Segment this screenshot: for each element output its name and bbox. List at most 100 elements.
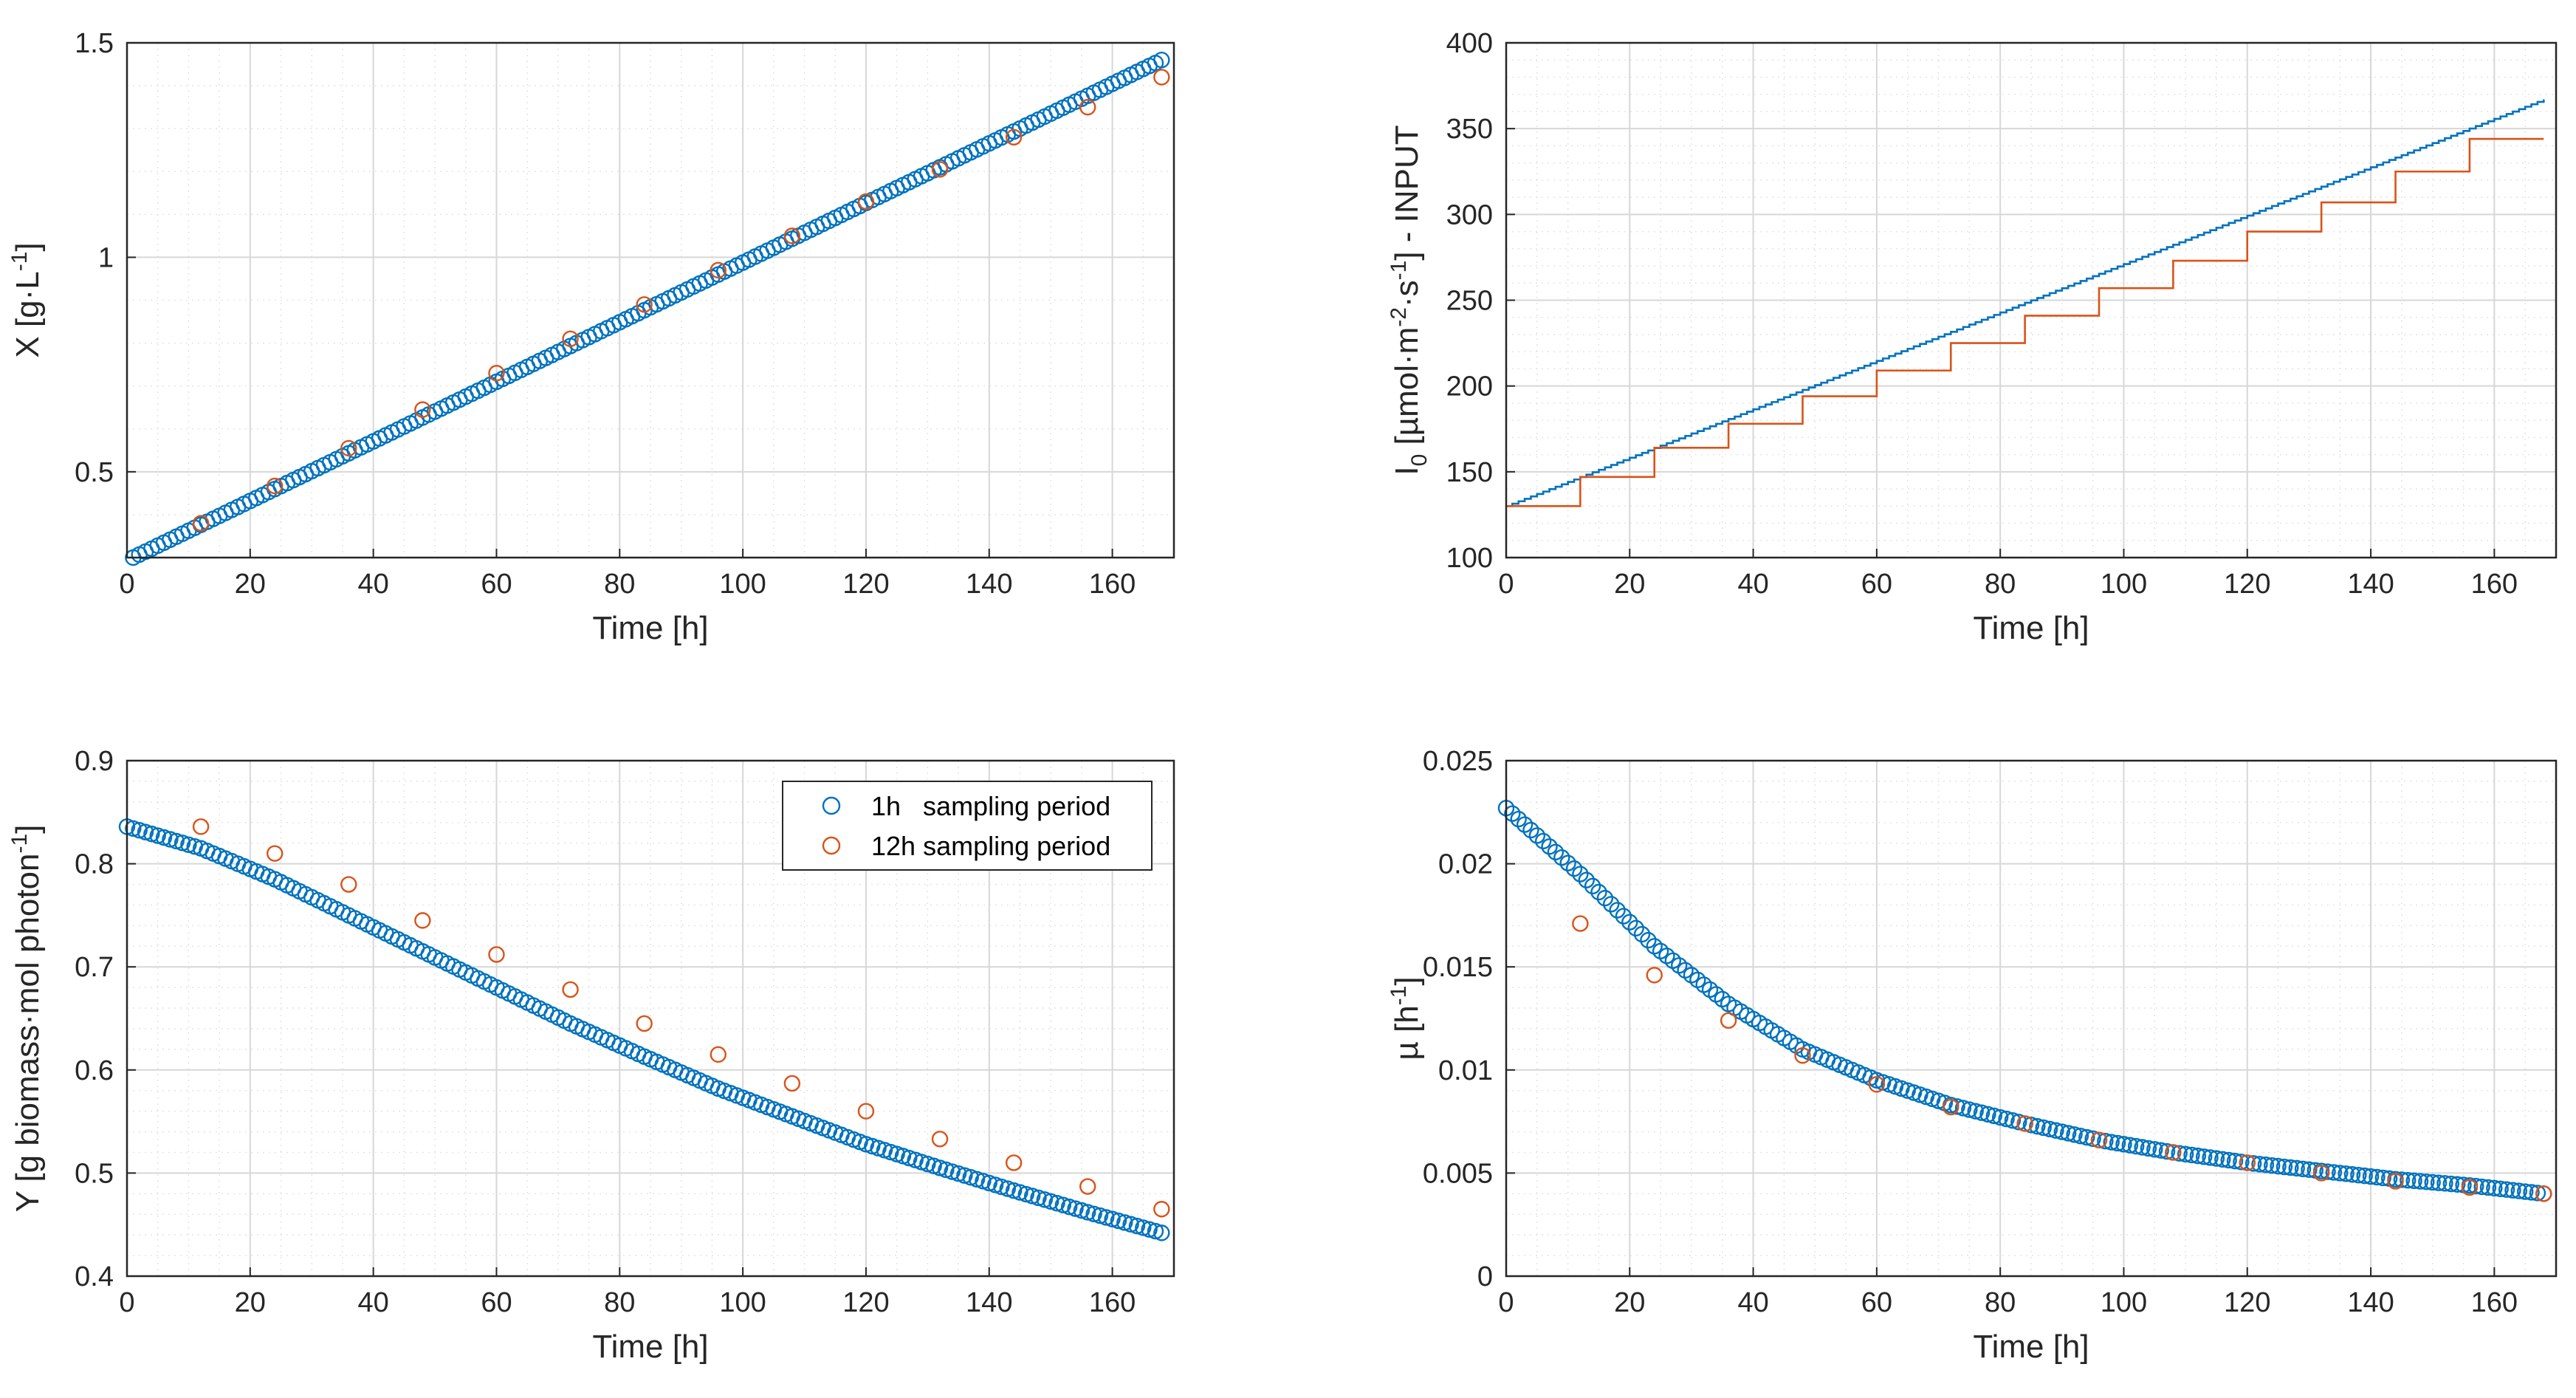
data-point-12h [1943, 1098, 1960, 1116]
data-point-1h [1153, 52, 1170, 69]
data-point-1h [1023, 1188, 1041, 1205]
data-point-1h [2436, 1175, 2453, 1192]
data-point-1h [2244, 1155, 2262, 1172]
x-tick-label: 140 [2347, 1287, 2394, 1318]
x-tick-label: 80 [604, 569, 635, 600]
legend-entry-12h: 12h sampling period [871, 831, 1110, 861]
data-point-1h [2226, 1152, 2244, 1170]
data-point-1h [2486, 1179, 2503, 1197]
x-tick-label: 0 [1498, 1287, 1514, 1318]
data-point-1h [2319, 1163, 2336, 1180]
axes-frame [1505, 41, 2558, 559]
x-tick-label: 100 [719, 1287, 766, 1318]
data-point-1h [2177, 1145, 2194, 1163]
data-point-1h [2504, 1182, 2521, 1199]
data-point-1h [174, 835, 191, 852]
x-tick-label: 160 [2471, 569, 2518, 600]
data-point-1h [2022, 1117, 2040, 1134]
legend-entry-1h: 1h sampling period [871, 791, 1110, 821]
data-point-1h [1602, 896, 1620, 913]
data-point-1h [1128, 1217, 1146, 1235]
y-tick-label: 0.8 [75, 849, 114, 880]
y-tick-label: 0.5 [75, 1158, 114, 1189]
data-point-12h [2535, 1185, 2552, 1202]
data-point-12h [710, 1046, 727, 1063]
data-point-1h [1627, 919, 1644, 937]
x-tick-label: 100 [2101, 569, 2147, 600]
axes-frame [1505, 759, 2558, 1278]
x-tick-label: 0 [119, 1287, 134, 1318]
x-tick-label: 20 [1614, 569, 1645, 600]
data-point-1h [1504, 805, 1521, 822]
y-tick-label: 0.5 [75, 457, 114, 488]
x-tick-label: 160 [1089, 569, 1136, 600]
y-tick-label: 0.025 [1423, 746, 1493, 777]
data-point-1h [1116, 1214, 1133, 1231]
x-axis-label: Time [h] [1973, 610, 2089, 646]
y-tick-label: 0.6 [75, 1055, 114, 1086]
y-tick-label: 350 [1446, 114, 1493, 145]
data-point-1h [2097, 1132, 2114, 1150]
data-point-12h [488, 365, 505, 382]
x-tick-label: 120 [842, 569, 889, 600]
data-point-12h [1720, 1012, 1737, 1029]
data-point-1h [2121, 1137, 2139, 1154]
legend: 1h sampling period 12h sampling period [782, 781, 1153, 871]
data-point-12h [931, 1131, 949, 1148]
y-tick-label: 0.9 [75, 746, 114, 777]
data-point-12h [857, 1103, 875, 1120]
data-point-1h [1036, 1191, 1054, 1208]
data-point-12h [2165, 1144, 2182, 1161]
data-point-1h [1110, 1212, 1127, 1230]
data-point-1h [1011, 1184, 1028, 1201]
data-point-1h [2430, 1174, 2448, 1191]
data-point-1h [1991, 1109, 2009, 1126]
data-point-1h [2492, 1180, 2509, 1198]
data-point-12h [636, 1015, 653, 1032]
x-axis-label: Time [h] [592, 610, 708, 646]
x-tick-label: 160 [1089, 1287, 1136, 1318]
y-tick-label: 1.5 [75, 28, 114, 59]
data-point-1h [2276, 1158, 2293, 1176]
y-tick-label: 150 [1446, 457, 1493, 488]
axes-frame [126, 41, 1175, 559]
data-point-1h [2516, 1183, 2534, 1200]
data-point-1h [1979, 1106, 1996, 1123]
data-point-1h [1609, 902, 1626, 919]
data-point-1h [2059, 1125, 2077, 1142]
data-point-1h [1565, 860, 1583, 877]
x-tick-label: 20 [1614, 1287, 1645, 1318]
data-point-1h [1621, 914, 1638, 931]
data-point-1h [2109, 1134, 2126, 1152]
data-point-12h [783, 227, 801, 244]
legend-box [782, 781, 1153, 871]
data-point-1h [1640, 931, 1657, 949]
data-point-1h [137, 823, 154, 840]
data-point-1h [2294, 1160, 2312, 1178]
x-tick-label: 80 [1985, 569, 2016, 600]
y-tick-label: 300 [1446, 199, 1493, 230]
data-point-1h [1553, 849, 1570, 866]
data-point-1h [1048, 1195, 1065, 1212]
data-point-1h [1559, 854, 1576, 871]
data-point-1h [2251, 1156, 2268, 1173]
data-point-1h [1017, 1185, 1035, 1203]
data-point-1h [1067, 1200, 1084, 1217]
data-point-1h [1073, 1202, 1090, 1219]
data-point-1h [1633, 925, 1651, 943]
data-point-1h [1516, 816, 1533, 833]
data-point-1h [125, 820, 142, 837]
chart-i0: 0 20 40 60 80 100 120 140 160 100 150 200 250 300 350 4… [1387, 28, 2558, 646]
data-point-12h [266, 845, 284, 862]
y-axis-label: X [g·L-1] [7, 242, 46, 357]
data-point-12h [857, 193, 875, 210]
data-point-12h [2239, 1154, 2256, 1171]
data-point-1h [1054, 1196, 1072, 1213]
x-tick-label: 140 [966, 569, 1012, 600]
x-tick-label: 60 [1861, 1287, 1892, 1318]
x-tick-label: 80 [1985, 1287, 2016, 1318]
data-point-1h [2035, 1119, 2052, 1137]
y-tick-label: 0 [1477, 1261, 1493, 1292]
y-axis-label: Y [g biomass·mol photon-1] [7, 825, 46, 1213]
